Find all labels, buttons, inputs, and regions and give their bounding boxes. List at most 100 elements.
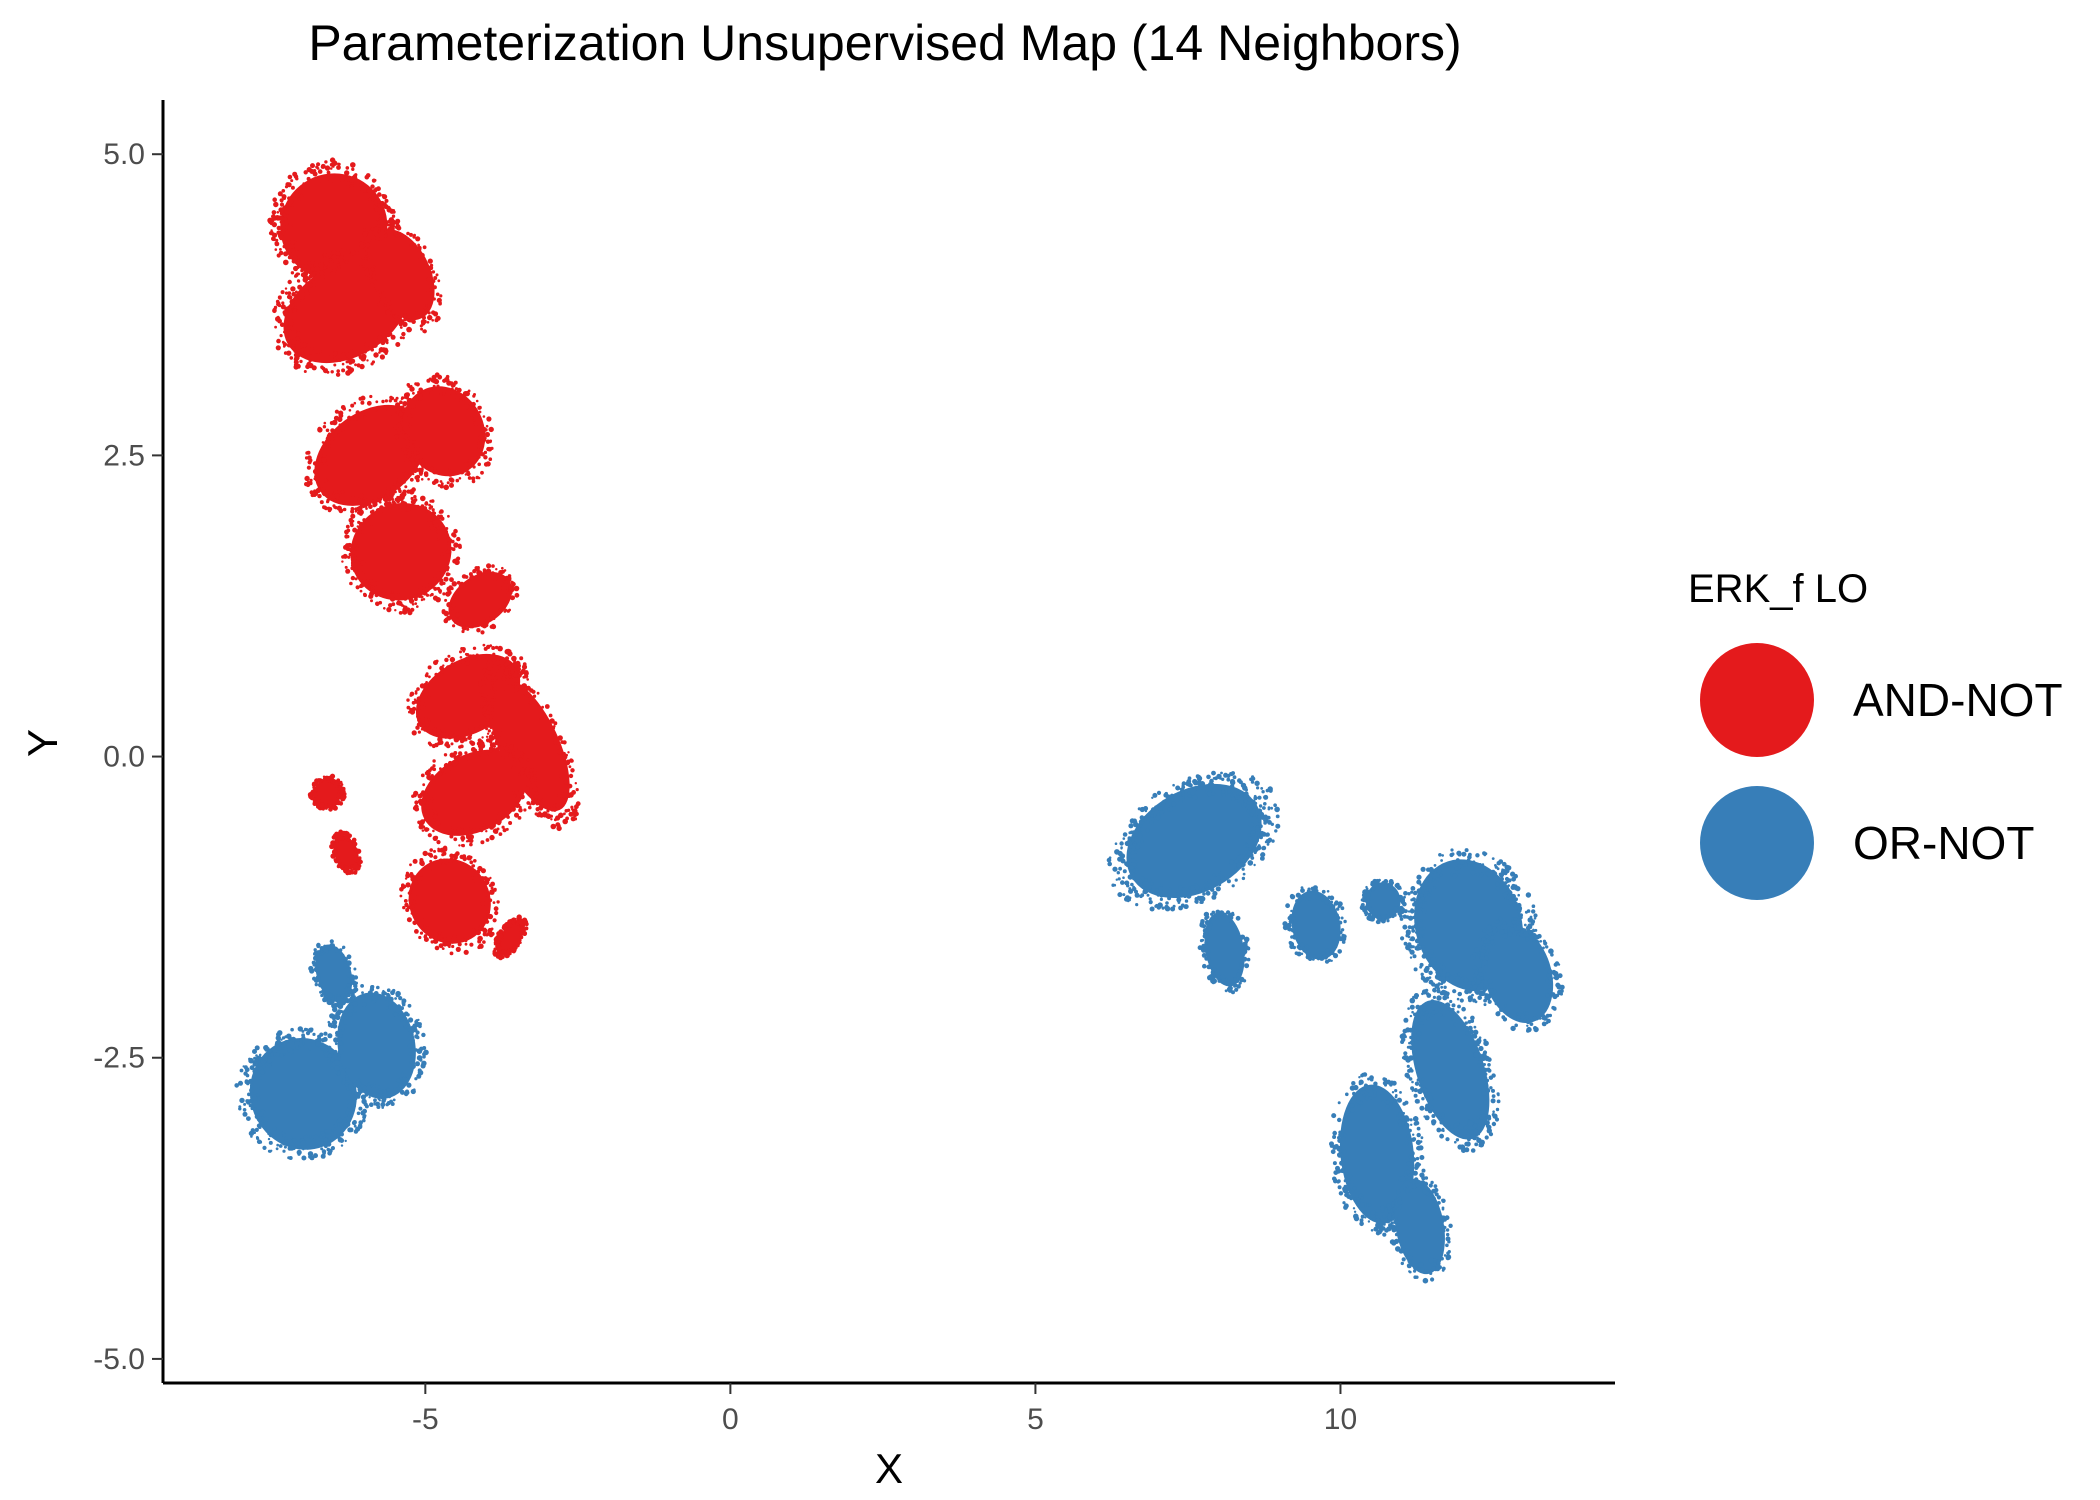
data-point (1427, 893, 1432, 897)
data-point (1177, 901, 1181, 904)
data-point (410, 408, 415, 413)
data-point (404, 434, 408, 438)
data-point (339, 863, 343, 866)
data-point (1146, 878, 1152, 883)
data-point (410, 1063, 416, 1069)
data-point (291, 248, 296, 253)
data-point (1243, 791, 1249, 797)
data-point (1222, 875, 1225, 879)
data-point (429, 499, 433, 503)
data-point (390, 224, 395, 229)
data-point (510, 669, 515, 674)
data-point (1204, 916, 1208, 921)
data-point (448, 945, 451, 948)
data-point (563, 812, 566, 816)
data-point (388, 1001, 392, 1005)
data-point (339, 1138, 345, 1143)
data-point (409, 598, 415, 604)
data-point (1455, 978, 1460, 983)
data-point (341, 946, 345, 950)
data-point (549, 814, 554, 818)
data-point (450, 662, 455, 666)
data-point (485, 461, 491, 467)
data-point (475, 929, 481, 936)
data-point (1145, 814, 1149, 818)
data-point (1244, 963, 1250, 969)
data-point (312, 468, 319, 475)
data-point (1170, 793, 1174, 798)
data-point (340, 405, 346, 410)
data-point (472, 419, 476, 422)
data-point (448, 760, 453, 766)
data-point (279, 248, 282, 251)
data-point (1301, 899, 1306, 903)
data-point (276, 225, 282, 231)
data-point (487, 659, 493, 664)
data-point (472, 864, 476, 868)
data-point (423, 937, 429, 942)
data-point (368, 581, 371, 585)
data-point (447, 654, 451, 658)
data-point (319, 500, 324, 505)
data-point (485, 727, 489, 731)
data-point (463, 403, 470, 410)
cluster-core (1481, 923, 1554, 1024)
data-point (393, 405, 396, 408)
data-point (367, 1082, 371, 1086)
data-point (500, 950, 504, 954)
data-point (338, 1041, 343, 1046)
data-point (354, 510, 358, 513)
data-point (311, 283, 317, 288)
data-point (518, 757, 523, 761)
data-point (1201, 887, 1206, 892)
data-point (396, 1004, 401, 1009)
data-point (1267, 837, 1273, 842)
data-point (336, 800, 341, 805)
data-point (351, 980, 357, 986)
data-point (409, 1028, 415, 1034)
data-point (409, 872, 414, 876)
data-point (363, 1098, 366, 1102)
data-point (348, 552, 353, 557)
data-point (274, 248, 278, 251)
data-point (282, 196, 286, 200)
data-point (1407, 892, 1411, 896)
data-point (1513, 917, 1518, 921)
data-point (1416, 888, 1422, 894)
data-point (1485, 871, 1489, 876)
data-point (328, 1148, 333, 1154)
data-point (347, 998, 352, 1003)
data-point (421, 511, 426, 517)
data-point (332, 268, 337, 273)
data-point (379, 200, 386, 207)
data-point (426, 517, 432, 523)
data-point (244, 1079, 250, 1085)
data-point (444, 657, 449, 663)
data-point (408, 1052, 413, 1056)
data-point (350, 513, 356, 519)
data-point (459, 736, 463, 741)
data-point (386, 486, 391, 491)
data-point (472, 394, 476, 398)
data-point (319, 981, 323, 985)
data-point (460, 733, 464, 738)
data-point (1256, 839, 1259, 842)
data-point (427, 665, 432, 670)
data-point (295, 363, 301, 369)
data-point (421, 591, 425, 595)
data-point (412, 391, 415, 395)
data-point (1154, 805, 1159, 810)
data-point (287, 196, 291, 201)
data-point (272, 1126, 277, 1131)
data-point (429, 854, 434, 858)
data-point (308, 359, 312, 363)
data-point (1178, 799, 1183, 804)
data-point (460, 936, 464, 939)
data-point (1215, 886, 1221, 892)
data-point (512, 945, 517, 949)
data-point (495, 568, 498, 571)
data-point (279, 220, 283, 224)
data-point (491, 742, 496, 746)
data-point (492, 951, 498, 956)
data-point (461, 574, 467, 579)
